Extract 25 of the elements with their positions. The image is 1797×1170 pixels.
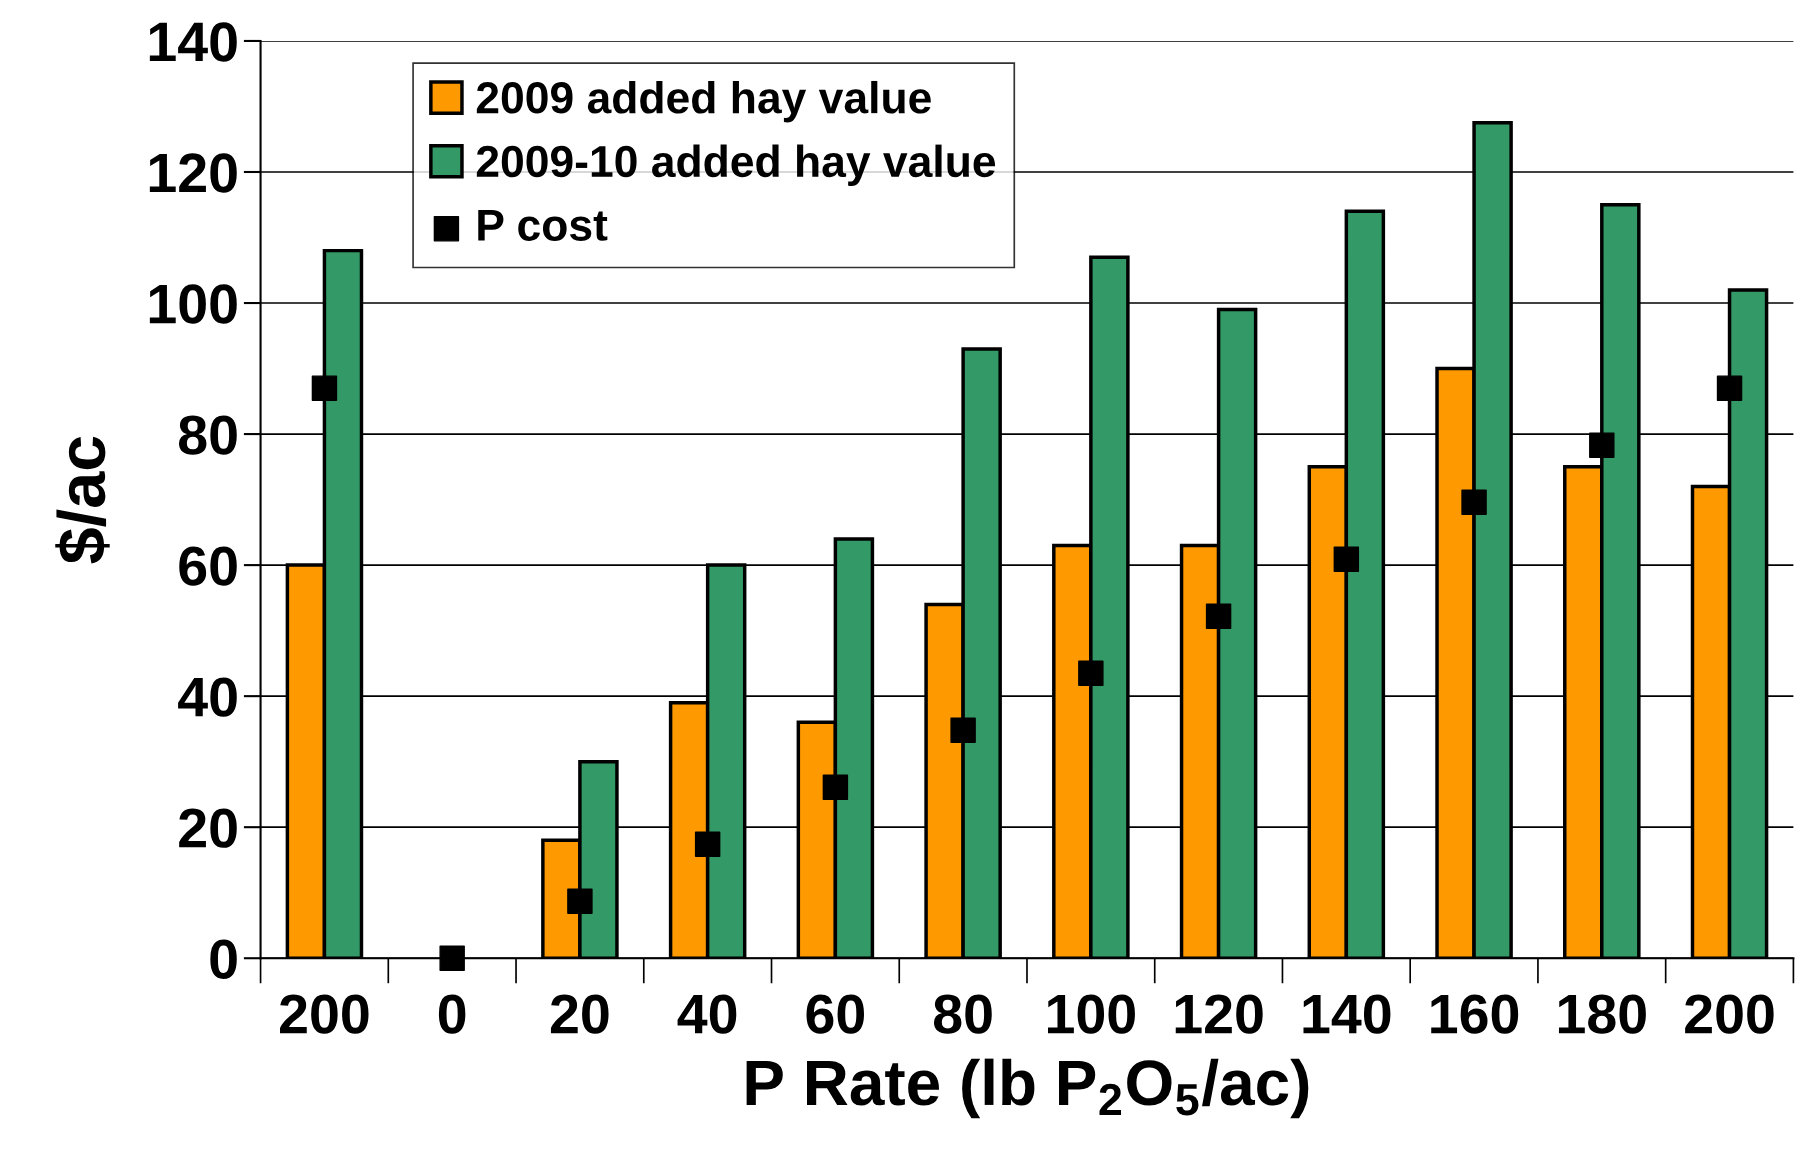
x-tick-label: 0 (438, 994, 466, 1034)
x-tick-label: 40 (677, 994, 737, 1034)
y-tick-label: 20 (179, 808, 237, 848)
x-tick-label: 20 (550, 994, 609, 1034)
y-tick-label: 0 (210, 939, 237, 979)
x-tick-label: 180 (1558, 994, 1646, 1034)
x-axis-title: P Rate (lb P$_{2}$O$_{5}$/ac) (746, 1058, 1309, 1119)
x-tick-label: 160 (1431, 994, 1519, 1034)
y-tick-label: 40 (178, 677, 237, 717)
y-tick-label: 120 (149, 153, 237, 193)
legend-label: 2009-10 added hay value (476, 144, 996, 187)
x-tick-label: 120 (1175, 994, 1263, 1034)
x-tick-label: 200 (280, 994, 369, 1034)
y-tick-label: 80 (179, 415, 237, 455)
y-tick-label: 100 (149, 284, 237, 324)
y-axis-title: $/ac (55, 436, 110, 564)
x-tick-label: 140 (1303, 994, 1391, 1034)
x-tick-label: 80 (933, 994, 992, 1034)
y-tick-label: 140 (149, 22, 237, 62)
y-tick-label: 60 (179, 546, 237, 586)
x-tick-label: 200 (1685, 994, 1774, 1034)
x-tick-label: 60 (806, 994, 864, 1034)
x-tick-label: 100 (1048, 994, 1135, 1034)
legend-label: P cost (478, 209, 608, 241)
legend-label: 2009 added hay value (476, 80, 931, 123)
